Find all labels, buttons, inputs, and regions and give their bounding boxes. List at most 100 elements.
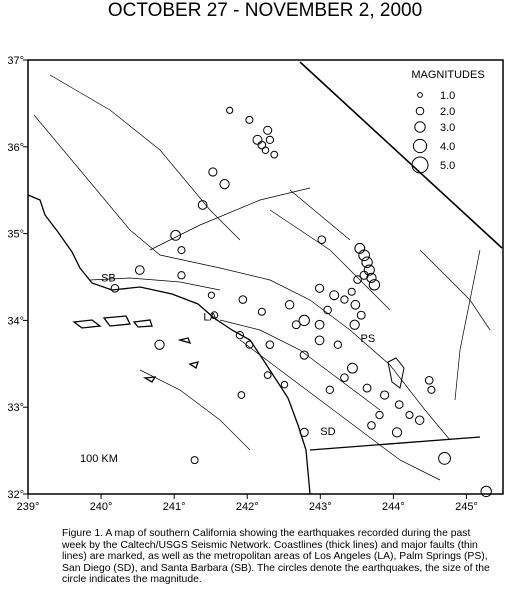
earthquake: [170, 229, 182, 241]
legend-label: 2.0: [440, 106, 455, 118]
earthquake: [177, 271, 186, 280]
earthquake: [245, 340, 254, 349]
legend-circle: [415, 106, 425, 116]
earthquake: [154, 339, 165, 350]
earthquake: [349, 319, 360, 330]
earthquake: [208, 167, 218, 177]
earthquake: [314, 283, 325, 293]
place-label: LA: [203, 311, 217, 323]
earthquake: [405, 410, 414, 420]
earthquake: [190, 456, 199, 465]
y-tick-label: 33°: [7, 402, 24, 414]
earthquake: [257, 140, 267, 150]
earthquake: [325, 385, 334, 394]
earthquake: [350, 299, 361, 310]
earthquake: [368, 279, 381, 291]
earthquake: [298, 314, 310, 327]
earthquake: [317, 235, 327, 244]
earthquake: [263, 371, 272, 379]
earthquake: [270, 150, 279, 159]
earthquake: [362, 383, 372, 393]
legend-label: 5.0: [440, 160, 455, 172]
earthquake: [359, 270, 369, 280]
earthquake: [380, 390, 390, 400]
place-label: SB: [101, 272, 116, 284]
x-tick-label: 243°: [309, 501, 332, 513]
earthquake: [207, 291, 216, 299]
earthquake: [245, 115, 254, 124]
earthquake: [427, 385, 436, 394]
earthquake: [314, 319, 325, 330]
earthquake: [356, 310, 366, 320]
y-tick-label: 36°: [7, 142, 24, 154]
x-tick-label: 239°: [17, 501, 40, 513]
legend-circle: [417, 92, 423, 98]
earthquake: [263, 125, 273, 135]
earthquake: [367, 421, 376, 430]
earthquake: [261, 146, 270, 155]
legend-label: 3.0: [440, 122, 455, 134]
earthquake: [438, 452, 451, 465]
earthquake: [238, 295, 248, 304]
earthquake: [257, 307, 266, 316]
map-frame: [27, 59, 504, 495]
earthquake: [329, 290, 340, 301]
earthquake: [375, 410, 384, 420]
legend-title: MAGNITUDES: [411, 69, 484, 81]
x-tick-label: 244°: [382, 501, 405, 513]
map-title: OCTOBER 27 - NOVEMBER 2, 2000: [108, 0, 422, 21]
scale-label: 100 KM: [80, 453, 118, 465]
earthquake: [366, 272, 377, 284]
earthquake: [197, 200, 208, 210]
earthquake: [210, 311, 219, 320]
earthquake: [340, 295, 349, 304]
earthquake: [265, 135, 275, 145]
earthquake: [347, 287, 356, 296]
earthquake: [291, 320, 301, 330]
earthquake: [299, 350, 309, 360]
earthquake: [134, 265, 145, 275]
earthquake: [235, 330, 245, 340]
x-tick-label: 240°: [90, 501, 113, 513]
earthquake: [480, 485, 492, 498]
y-tick-label: 34°: [7, 315, 24, 327]
legend-label: 4.0: [440, 141, 455, 153]
earthquake: [252, 134, 263, 145]
legend-circle: [411, 156, 429, 174]
earthquake: [340, 373, 349, 382]
earthquake: [358, 249, 370, 262]
caption: Figure 1. A map of southern California s…: [62, 528, 490, 586]
coastlines: [27, 61, 503, 495]
faults: [33, 74, 491, 481]
earthquake: [333, 340, 343, 349]
earthquake: [237, 391, 246, 399]
y-tick-label: 37°: [7, 55, 24, 67]
earthquake: [354, 242, 366, 254]
earthquake: [353, 275, 362, 284]
x-tick-label: 241°: [163, 501, 186, 513]
legend-circle: [414, 121, 426, 133]
earthquake: [299, 427, 309, 437]
x-tick-label: 242°: [236, 501, 259, 513]
earthquake: [394, 400, 404, 409]
y-tick-label: 35°: [7, 229, 24, 241]
place-label: SD: [320, 426, 335, 438]
earthquake: [363, 264, 375, 276]
earthquake: [323, 305, 332, 315]
earthquake: [219, 178, 230, 190]
earthquake: [424, 375, 434, 385]
earthquake: [280, 380, 289, 389]
earthquake: [314, 335, 325, 346]
legend-circle: [412, 138, 428, 154]
earthquake: [177, 246, 186, 255]
earthquake: [414, 415, 425, 425]
map: OCTOBER 27 - NOVEMBER 2, 2000 239° 240° 24…: [7, 0, 504, 513]
earthquake: [284, 300, 295, 310]
earthquake: [226, 106, 234, 114]
legend-label: 1.0: [440, 90, 455, 102]
earthquake: [361, 256, 373, 268]
y-tick-label: 32°: [7, 489, 24, 501]
x-tick-label: 245°: [455, 501, 478, 513]
earthquake: [265, 340, 275, 350]
